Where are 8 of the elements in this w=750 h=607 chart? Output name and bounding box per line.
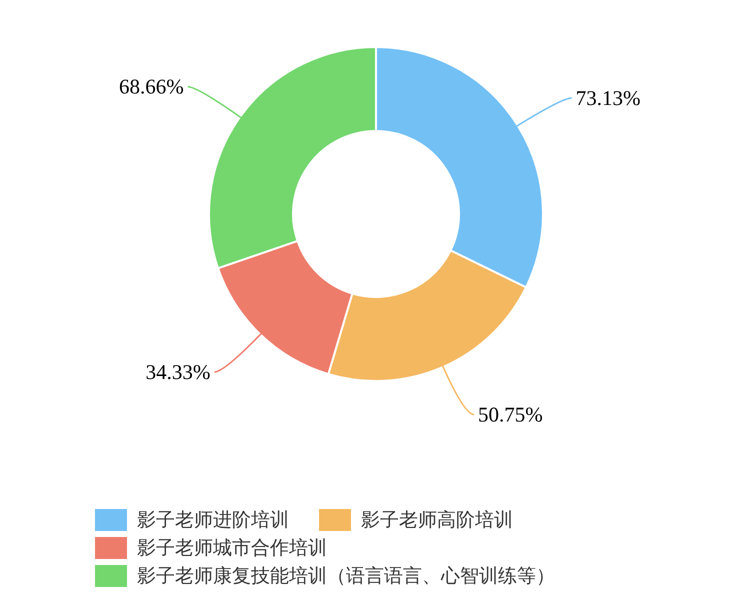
- legend-label: 影子老师高阶培训: [361, 508, 513, 533]
- legend-label: 影子老师康复技能培训（语言语言、心智训练等）: [137, 564, 555, 589]
- data-label: 50.75%: [478, 402, 543, 427]
- legend-label: 影子老师进阶培训: [137, 508, 289, 533]
- data-label: 34.33%: [146, 360, 210, 384]
- data-label: 73.13%: [576, 86, 641, 110]
- legend-label: 影子老师城市合作培训: [137, 536, 327, 561]
- data-label: 68.66%: [119, 74, 184, 99]
